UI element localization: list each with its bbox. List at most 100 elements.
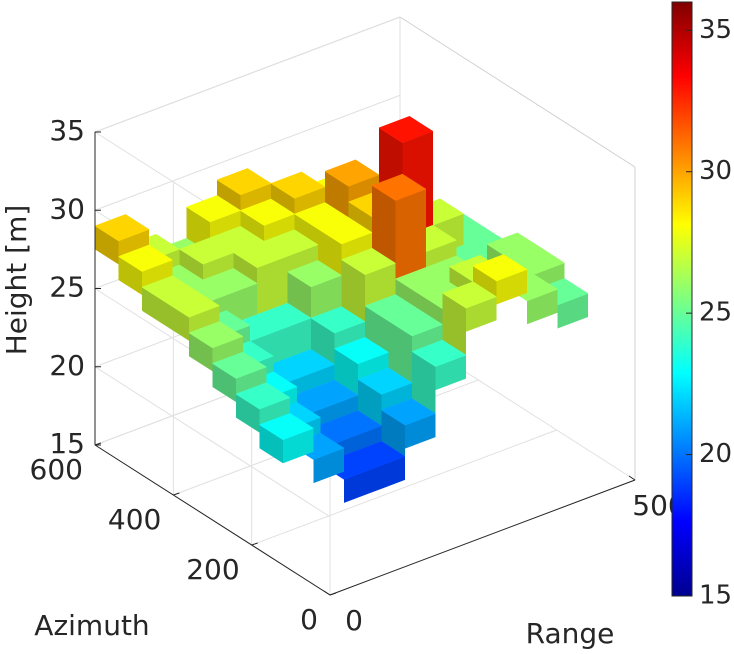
surface-wall	[341, 232, 372, 260]
surface-wall	[442, 293, 466, 356]
surface-wall	[365, 263, 396, 306]
surface-wall	[358, 379, 382, 426]
surface-cell	[411, 339, 467, 367]
surface-wall	[287, 244, 318, 272]
surface-wall	[311, 318, 335, 365]
surface-cell	[270, 171, 326, 199]
y-axis-label: Azimuth	[34, 609, 149, 642]
surface-wall	[118, 256, 142, 295]
tick-mark	[173, 492, 180, 496]
tick-mark	[628, 475, 636, 481]
y-tick-label: 0	[300, 603, 318, 636]
surface-wall	[217, 179, 241, 211]
grid-line	[94, 16, 401, 133]
surface-wall	[236, 394, 260, 433]
surface-wall	[165, 302, 189, 341]
surface-wall	[325, 171, 349, 218]
surface-cell	[286, 260, 343, 288]
surface-wall	[395, 278, 419, 310]
surface-wall	[327, 395, 358, 423]
y-tick-label: 600	[30, 453, 83, 486]
surface-wall	[142, 287, 166, 326]
surface-cell	[185, 195, 242, 223]
surface-wall	[388, 321, 412, 383]
axis-line	[94, 444, 331, 596]
z-tick-label: 30	[49, 192, 85, 225]
surface-wall	[236, 367, 267, 395]
surface-wall	[348, 174, 379, 202]
surface	[94, 116, 589, 503]
surface-wall	[473, 266, 497, 297]
surface-wall	[304, 364, 335, 392]
surface-cell	[340, 247, 397, 275]
surface-wall	[351, 425, 382, 453]
surface-wall	[358, 352, 389, 380]
x-tick-label: 0	[345, 604, 363, 637]
surface-cell	[94, 214, 150, 242]
surface-cell	[378, 116, 434, 144]
z-tick-label: 25	[49, 271, 85, 304]
surface-wall	[179, 249, 203, 280]
surface-wall	[381, 382, 412, 411]
surface-wall	[294, 186, 325, 214]
y-tick-label: 200	[186, 553, 239, 586]
colorbar	[671, 1, 693, 597]
surface-wall	[311, 275, 342, 319]
surface-wall	[118, 229, 149, 257]
surface-wall	[365, 306, 389, 353]
surface-wall	[233, 252, 257, 284]
surface-cell	[317, 217, 373, 245]
colorbar-tick-label: 20	[699, 439, 732, 469]
colorbar-axis: 15 20 25 30 35	[686, 15, 732, 611]
surface-wall	[426, 240, 457, 268]
surface-wall	[212, 363, 236, 402]
surface-wall	[348, 201, 372, 233]
surface-wall	[210, 210, 241, 238]
surface-wall	[412, 324, 443, 352]
surface-wall	[95, 225, 119, 265]
tick-mark	[323, 590, 331, 596]
surface-cell	[164, 290, 221, 318]
surface-cell	[232, 240, 289, 268]
surface-wall	[189, 305, 220, 333]
tick-mark	[329, 592, 337, 596]
surface-wall	[240, 210, 264, 242]
colorbar-tick-label: 25	[699, 298, 732, 328]
surface-wall	[318, 229, 342, 276]
surface-wall	[334, 348, 358, 396]
box-edge	[399, 16, 636, 168]
z-tick-label: 35	[49, 114, 85, 147]
x-axis-label: Range	[526, 617, 615, 650]
surface-wall	[294, 214, 318, 245]
grid-line	[251, 429, 557, 546]
surface-wall	[212, 336, 243, 364]
surface-wall	[203, 252, 234, 280]
surface-cell	[239, 198, 296, 226]
surface-cell	[371, 173, 427, 201]
z-axis-label: Height [m]	[0, 205, 33, 356]
colorbar-tick-label: 35	[699, 15, 732, 45]
grid-line	[94, 94, 401, 211]
surface-cell	[472, 254, 528, 282]
z-tick-label: 20	[49, 349, 85, 382]
surface-cell	[117, 244, 174, 272]
surface-cell	[235, 382, 291, 410]
y-tick-label: 400	[108, 503, 161, 536]
surface-wall	[257, 256, 288, 315]
colorbar-tick-label: 30	[699, 156, 732, 186]
axis-line	[329, 479, 636, 596]
surface-wall	[264, 214, 295, 242]
surface-wall	[240, 183, 271, 211]
colorbar-tick-label: 15	[699, 581, 732, 611]
surface-cell	[357, 367, 413, 395]
surface-cell	[441, 281, 498, 309]
surface-cell	[188, 321, 244, 349]
surface-wall	[334, 321, 365, 349]
surface-cell	[333, 337, 390, 365]
surface-wall	[395, 189, 426, 279]
surface-wall	[287, 271, 311, 319]
surface-cell	[178, 237, 235, 265]
surface-cell	[216, 168, 272, 196]
